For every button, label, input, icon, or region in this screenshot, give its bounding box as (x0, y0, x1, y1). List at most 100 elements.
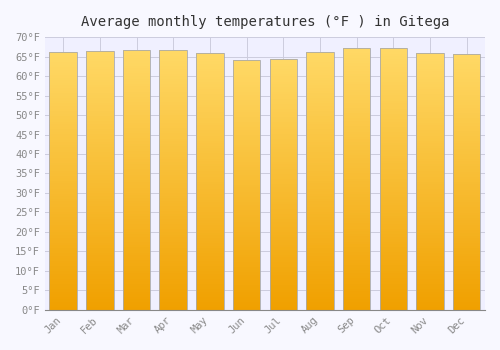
Bar (123, 146, 150, 149)
Bar (86, 240, 114, 243)
Bar (380, 276, 407, 279)
Bar (453, 212, 480, 215)
Bar (233, 277, 260, 280)
Bar (86, 118, 114, 121)
Bar (453, 202, 480, 205)
Bar (453, 123, 480, 126)
Bar (416, 271, 444, 274)
Bar (50, 297, 77, 300)
Bar (453, 148, 480, 151)
Bar (123, 232, 150, 235)
Bar (416, 176, 444, 179)
Bar (123, 92, 150, 94)
Bar (233, 147, 260, 150)
Bar (453, 85, 480, 87)
Bar (233, 292, 260, 295)
Bar (86, 279, 114, 281)
Bar (123, 164, 150, 167)
Bar (123, 65, 150, 68)
Bar (416, 212, 444, 215)
Bar (453, 276, 480, 279)
Bar (160, 216, 187, 219)
Bar (270, 164, 297, 167)
Bar (343, 273, 370, 276)
Bar (306, 294, 334, 297)
Bar (306, 160, 334, 163)
Bar (453, 243, 480, 246)
Bar (86, 121, 114, 124)
Bar (50, 281, 77, 284)
Bar (196, 251, 224, 253)
Bar (160, 120, 187, 123)
Bar (270, 245, 297, 247)
Bar (196, 259, 224, 261)
Bar (50, 168, 77, 170)
Bar (380, 54, 407, 56)
Bar (343, 208, 370, 210)
Bar (50, 134, 77, 137)
Bar (306, 215, 334, 217)
Bar (416, 287, 444, 289)
Bar (453, 90, 480, 92)
Bar (160, 300, 187, 302)
Bar (453, 287, 480, 289)
Bar (270, 159, 297, 162)
Bar (196, 71, 224, 74)
Bar (160, 74, 187, 76)
Bar (233, 295, 260, 297)
Bar (380, 252, 407, 255)
Bar (123, 151, 150, 154)
Bar (380, 75, 407, 77)
Bar (416, 141, 444, 143)
Bar (306, 304, 334, 307)
Bar (123, 266, 150, 268)
Bar (380, 224, 407, 226)
Bar (196, 107, 224, 110)
Bar (380, 158, 407, 161)
Bar (233, 95, 260, 97)
Bar (233, 307, 260, 310)
Bar (380, 132, 407, 135)
Bar (196, 156, 224, 159)
Bar (270, 290, 297, 292)
Bar (123, 237, 150, 240)
Bar (343, 150, 370, 153)
Bar (343, 252, 370, 255)
Bar (343, 189, 370, 192)
Bar (50, 132, 77, 134)
Bar (453, 241, 480, 243)
Bar (306, 268, 334, 271)
Bar (306, 222, 334, 225)
Bar (233, 240, 260, 242)
Bar (453, 205, 480, 208)
Bar (270, 174, 297, 177)
Bar (86, 281, 114, 284)
Bar (50, 294, 77, 297)
Bar (270, 187, 297, 189)
Bar (160, 255, 187, 258)
Bar (416, 61, 444, 64)
Bar (196, 271, 224, 274)
Bar (380, 150, 407, 153)
Bar (270, 202, 297, 204)
Bar (453, 87, 480, 90)
Bar (160, 100, 187, 102)
Bar (160, 71, 187, 74)
Bar (160, 177, 187, 180)
Bar (123, 276, 150, 279)
Bar (453, 228, 480, 230)
Bar (233, 305, 260, 307)
Bar (270, 97, 297, 99)
Bar (380, 231, 407, 234)
Bar (196, 153, 224, 156)
Bar (270, 79, 297, 82)
Bar (123, 89, 150, 92)
Bar (50, 140, 77, 142)
Bar (86, 302, 114, 304)
Bar (50, 276, 77, 279)
Bar (416, 138, 444, 141)
Bar (270, 207, 297, 209)
Bar (416, 228, 444, 230)
Bar (196, 287, 224, 289)
Bar (343, 250, 370, 252)
